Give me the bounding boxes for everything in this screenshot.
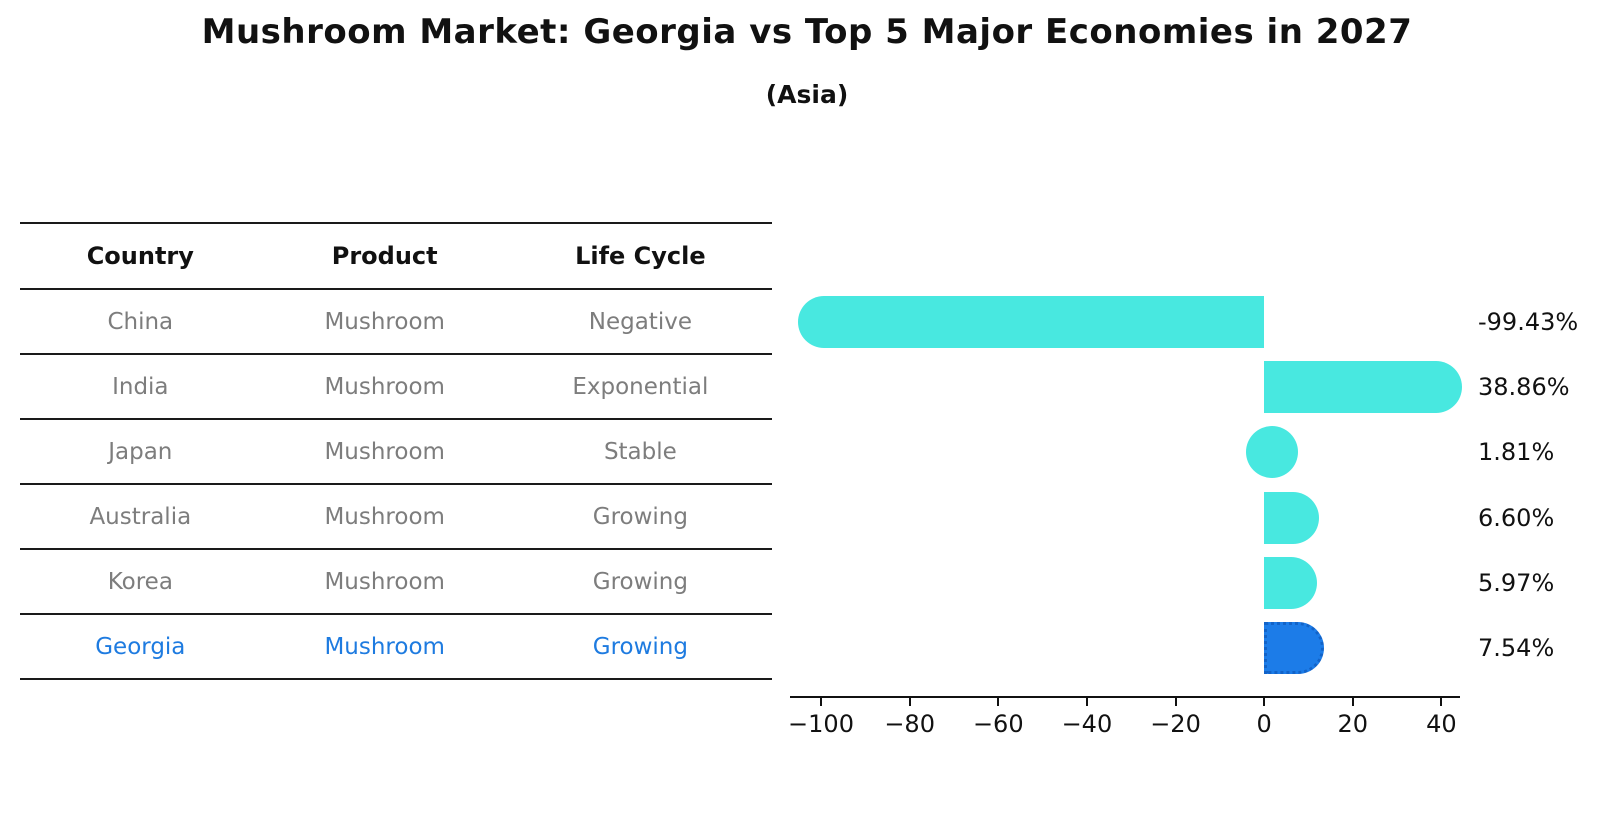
country-table: Country Product Life Cycle China Mushroom…	[20, 222, 772, 680]
value-label-korea: 5.97%	[1478, 568, 1555, 597]
value-label-australia: 6.60%	[1478, 503, 1555, 532]
value-label-japan: 1.81%	[1478, 438, 1555, 467]
table-cell-country: India	[112, 373, 169, 400]
table-cell-country: Korea	[107, 568, 173, 595]
x-axis-tick-mark	[1263, 698, 1266, 706]
chart-title: Mushroom Market: Georgia vs Top 5 Major …	[201, 12, 1413, 52]
table-cell-product: Mushroom	[324, 438, 445, 465]
table-cell-country: Georgia	[95, 633, 186, 660]
table-row: Georgia Mushroom Growing	[20, 615, 772, 680]
table-header-country: Country	[86, 242, 194, 270]
x-axis-tick-mark	[1174, 698, 1177, 706]
x-axis-tick-label: −60	[972, 710, 1024, 738]
x-axis-tick-label: −20	[1150, 710, 1201, 738]
table-cell-product: Mushroom	[324, 373, 445, 400]
x-axis-tick-label: −100	[788, 710, 854, 738]
x-axis-tick-mark	[1440, 698, 1443, 706]
table-cell-life-cycle: Growing	[592, 633, 688, 660]
table-cell-country: Japan	[108, 438, 173, 465]
table-row: China Mushroom Negative	[20, 290, 772, 355]
x-axis-tick-label: 20	[1337, 710, 1369, 738]
table-row: Japan Mushroom Stable	[20, 420, 772, 485]
table-cell-life-cycle: Growing	[592, 503, 688, 530]
table-cell-product: Mushroom	[324, 568, 445, 595]
x-axis-tick-mark	[997, 698, 1000, 706]
chart-subtitle: (Asia)	[765, 80, 849, 109]
table-header-product: Product	[331, 242, 438, 270]
bar-australia	[1264, 491, 1320, 544]
value-label-india: 38.86%	[1478, 373, 1570, 402]
bar-china	[797, 296, 1265, 348]
x-axis-tick-label: −40	[1061, 710, 1113, 738]
x-axis-tick-label: 0	[1256, 710, 1272, 738]
x-axis-tick-mark	[1085, 698, 1088, 706]
table-cell-country: China	[107, 308, 174, 335]
x-axis-tick-label: 40	[1426, 710, 1457, 738]
table-body: China Mushroom Negative India Mushroom Expone…	[20, 290, 772, 680]
table-row: Australia Mushroom Growing	[20, 485, 772, 550]
table-row: Korea Mushroom Growing	[20, 550, 772, 615]
table-cell-country: Australia	[89, 503, 192, 530]
value-label-georgia: 7.54%	[1478, 634, 1555, 662]
bar-georgia	[1264, 622, 1324, 674]
bar-korea	[1264, 556, 1317, 609]
x-axis-line	[790, 696, 1460, 698]
bar-india	[1264, 361, 1463, 414]
x-axis-tick-mark	[1351, 698, 1354, 706]
table-cell-life-cycle: Growing	[592, 568, 688, 595]
table-header-row: Country Product Life Cycle	[20, 222, 772, 290]
x-axis-tick-mark	[908, 698, 911, 706]
table-row: India Mushroom Exponential	[20, 355, 772, 420]
table-cell-life-cycle: Exponential	[572, 373, 709, 400]
x-axis-tick-mark	[820, 698, 823, 706]
table-header-life-cycle: Life Cycle	[575, 242, 706, 270]
table-cell-life-cycle: Stable	[603, 438, 677, 465]
table-cell-life-cycle: Negative	[588, 308, 692, 335]
table-cell-product: Mushroom	[324, 308, 445, 335]
table-cell-product: Mushroom	[324, 503, 445, 530]
x-axis-tick-label: −80	[884, 710, 935, 738]
bar-japan	[1246, 426, 1299, 479]
value-label-china: -99.43%	[1478, 308, 1579, 336]
table-cell-product: Mushroom	[324, 633, 445, 660]
